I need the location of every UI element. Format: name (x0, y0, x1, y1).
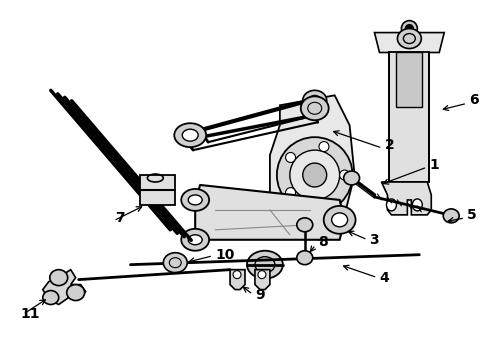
Text: 1: 1 (429, 158, 439, 172)
Text: 8: 8 (318, 235, 327, 249)
Ellipse shape (290, 150, 340, 200)
Ellipse shape (340, 170, 349, 180)
Bar (390, 53, 429, 182)
Ellipse shape (401, 21, 417, 37)
Ellipse shape (174, 123, 206, 147)
Bar (396, 53, 422, 107)
Ellipse shape (387, 199, 396, 211)
Ellipse shape (297, 251, 313, 265)
Ellipse shape (286, 153, 295, 162)
Text: 2: 2 (385, 138, 394, 152)
Ellipse shape (181, 189, 209, 211)
Polygon shape (270, 95, 355, 240)
Ellipse shape (397, 28, 421, 49)
Ellipse shape (343, 171, 360, 185)
Polygon shape (195, 185, 344, 240)
Ellipse shape (43, 291, 59, 305)
Ellipse shape (258, 271, 266, 279)
Ellipse shape (233, 271, 241, 279)
Ellipse shape (181, 229, 209, 251)
Ellipse shape (182, 129, 198, 141)
Ellipse shape (301, 96, 329, 120)
Polygon shape (374, 32, 444, 53)
Ellipse shape (297, 218, 313, 232)
Ellipse shape (163, 253, 187, 273)
Text: 4: 4 (379, 271, 389, 285)
Ellipse shape (319, 141, 329, 152)
Ellipse shape (67, 285, 85, 301)
Ellipse shape (277, 137, 353, 213)
Ellipse shape (319, 198, 329, 208)
Ellipse shape (50, 270, 68, 285)
Text: 7: 7 (116, 211, 125, 225)
Ellipse shape (303, 90, 327, 110)
Ellipse shape (405, 24, 414, 32)
Ellipse shape (247, 251, 283, 279)
Text: 3: 3 (369, 233, 379, 247)
Ellipse shape (303, 163, 327, 187)
Ellipse shape (443, 209, 459, 223)
Bar (141, 175, 175, 205)
Ellipse shape (413, 199, 422, 211)
Ellipse shape (188, 195, 202, 205)
Polygon shape (255, 270, 270, 289)
Ellipse shape (188, 235, 202, 245)
Polygon shape (382, 182, 431, 215)
Polygon shape (43, 270, 86, 305)
Polygon shape (230, 270, 245, 289)
Text: 9: 9 (255, 288, 265, 302)
Text: 6: 6 (469, 93, 479, 107)
Ellipse shape (332, 213, 347, 227)
Text: 10: 10 (215, 248, 235, 262)
Text: 5: 5 (467, 208, 477, 222)
Text: 11: 11 (21, 307, 40, 321)
Ellipse shape (286, 188, 295, 198)
Ellipse shape (324, 206, 356, 234)
